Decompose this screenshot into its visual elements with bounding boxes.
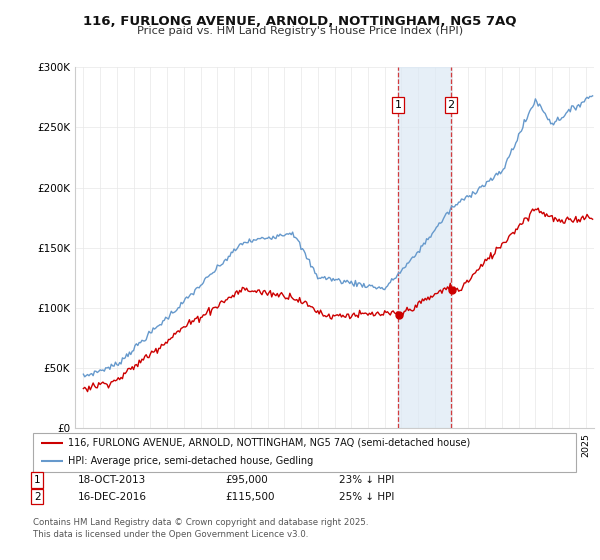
- Text: 2: 2: [448, 100, 455, 110]
- Text: £95,000: £95,000: [225, 475, 268, 485]
- Text: £115,500: £115,500: [225, 492, 275, 502]
- Text: 18-OCT-2013: 18-OCT-2013: [78, 475, 146, 485]
- Text: 25% ↓ HPI: 25% ↓ HPI: [339, 492, 394, 502]
- Text: 1: 1: [395, 100, 401, 110]
- Text: 1: 1: [34, 475, 41, 485]
- Text: 116, FURLONG AVENUE, ARNOLD, NOTTINGHAM, NG5 7AQ (semi-detached house): 116, FURLONG AVENUE, ARNOLD, NOTTINGHAM,…: [68, 438, 470, 448]
- Text: HPI: Average price, semi-detached house, Gedling: HPI: Average price, semi-detached house,…: [68, 456, 314, 466]
- FancyBboxPatch shape: [33, 433, 576, 472]
- Text: 23% ↓ HPI: 23% ↓ HPI: [339, 475, 394, 485]
- Text: Price paid vs. HM Land Registry's House Price Index (HPI): Price paid vs. HM Land Registry's House …: [137, 26, 463, 36]
- Text: 116, FURLONG AVENUE, ARNOLD, NOTTINGHAM, NG5 7AQ: 116, FURLONG AVENUE, ARNOLD, NOTTINGHAM,…: [83, 15, 517, 28]
- Text: Contains HM Land Registry data © Crown copyright and database right 2025.
This d: Contains HM Land Registry data © Crown c…: [33, 518, 368, 539]
- Bar: [398, 67, 451, 428]
- Text: 16-DEC-2016: 16-DEC-2016: [78, 492, 147, 502]
- Text: 2: 2: [34, 492, 41, 502]
